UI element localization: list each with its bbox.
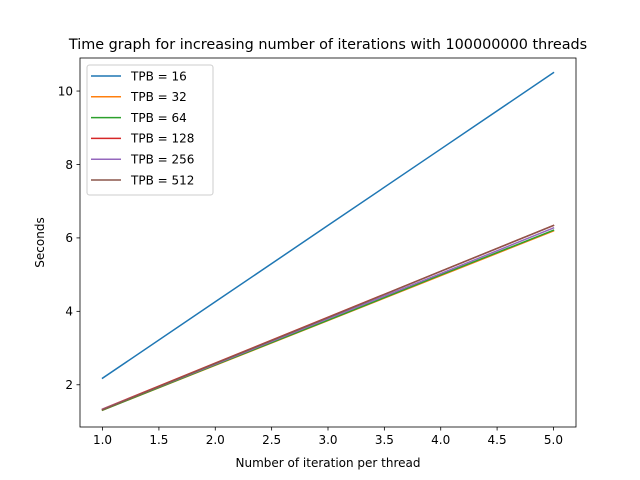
x-tick-label: 4.0 [431,433,450,447]
series-line-0 [101,71,555,380]
x-tick-label: 2.0 [206,433,225,447]
chart-title: Time graph for increasing number of iter… [68,37,587,53]
x-tick-label: 4.5 [488,433,507,447]
series-line-5 [101,224,555,411]
y-tick-label: 8 [65,158,73,172]
y-tick-label: 10 [58,84,73,98]
x-tick-label: 3.0 [318,433,337,447]
x-axis-label: Number of iteration per thread [236,456,421,470]
plot-frame [79,57,577,428]
legend: TPB = 16 TPB = 32 TPB = 64 TPB = 128 TPB = 2… [86,64,214,196]
legend-label-1: TPB = 32 [130,90,187,104]
legend-label-2: TPB = 64 [130,111,187,125]
legend-label-4: TPB = 256 [130,153,194,167]
x-tick-label: 1.0 [93,433,112,447]
y-tick-label: 4 [65,305,73,319]
legend-label-0: TPB = 16 [130,69,187,83]
x-tick-label: 2.5 [262,433,281,447]
y-tick-label: 6 [65,231,73,245]
x-tick-label: 1.5 [149,433,168,447]
y-axis-label: Seconds [33,217,47,267]
x-tick-label: 3.5 [375,433,394,447]
legend-label-3: TPB = 128 [130,132,194,146]
ticks-layer: 1.0 1.5 2.0 2.5 3.0 3.5 4.0 4.5 5.0 2 4 6 8 10 [58,84,563,447]
legend-label-5: TPB = 512 [130,173,194,187]
series-layer [101,71,555,412]
x-tick-label: 5.0 [544,433,563,447]
y-tick-label: 2 [65,378,73,392]
